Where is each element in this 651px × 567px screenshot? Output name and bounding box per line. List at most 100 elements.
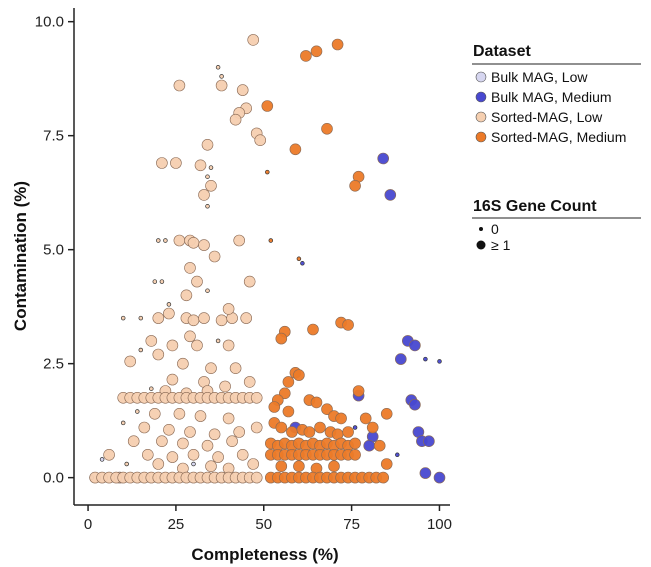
data-point — [321, 123, 333, 135]
data-point — [229, 362, 242, 375]
data-point — [177, 437, 189, 450]
x-tick-label: 100 — [427, 516, 452, 533]
data-point — [250, 391, 263, 404]
data-point — [215, 338, 221, 344]
data-point — [156, 238, 161, 243]
data-point — [359, 412, 372, 425]
y-tick-label: 0.0 — [43, 470, 64, 487]
legend-count-zero-marker — [479, 227, 483, 231]
legend-marker — [475, 91, 487, 103]
data-point — [166, 373, 179, 386]
data-point — [166, 451, 179, 463]
x-tick-label: 25 — [168, 516, 185, 533]
data-point — [208, 250, 221, 263]
data-point — [205, 174, 210, 179]
legend-label: Sorted-MAG, Medium — [491, 129, 626, 145]
data-point — [205, 204, 210, 209]
data-point — [191, 461, 196, 467]
y-ticks: 0.0 2.5 5.0 7.5 10.0 — [35, 14, 74, 487]
x-ticks: 0 25 50 75 100 — [84, 505, 452, 533]
data-point — [159, 279, 165, 284]
data-point — [373, 439, 386, 452]
series-1 — [289, 152, 446, 484]
data-point — [265, 169, 270, 175]
data-point — [180, 289, 193, 302]
data-point — [250, 421, 263, 434]
data-point — [342, 426, 354, 438]
data-point — [243, 376, 256, 388]
data-point — [352, 425, 358, 430]
data-point — [335, 412, 347, 425]
data-point — [215, 314, 228, 327]
data-point — [219, 380, 231, 393]
data-point — [247, 34, 259, 46]
legend-count-zero-label: 0 — [491, 221, 499, 237]
data-point — [120, 420, 126, 426]
data-point — [275, 421, 288, 434]
data-point — [191, 275, 203, 288]
legend-count-title: 16S Gene Count — [473, 198, 597, 215]
data-point — [187, 448, 200, 461]
series-2 — [89, 34, 267, 484]
data-point — [177, 357, 189, 370]
data-point — [219, 74, 224, 79]
data-point — [366, 421, 379, 434]
data-point — [215, 65, 221, 70]
data-point — [173, 79, 186, 92]
data-point — [282, 405, 295, 418]
data-point — [205, 288, 210, 293]
data-point — [138, 315, 144, 321]
data-point — [222, 303, 235, 315]
data-point — [310, 45, 323, 58]
data-point — [384, 189, 397, 201]
data-point — [215, 79, 228, 92]
data-point — [201, 439, 214, 452]
x-tick-label: 0 — [84, 516, 92, 533]
y-tick-label: 10.0 — [35, 14, 64, 31]
data-point — [331, 38, 344, 51]
data-point — [286, 426, 298, 438]
data-point — [275, 460, 288, 473]
data-point — [342, 319, 354, 331]
data-point — [99, 457, 105, 462]
data-point — [152, 348, 165, 361]
data-point — [310, 396, 323, 409]
legend-marker — [475, 131, 487, 143]
data-point — [127, 435, 140, 448]
data-point — [275, 332, 288, 345]
data-point — [201, 139, 214, 151]
data-point — [423, 435, 435, 448]
y-tick-label: 5.0 — [43, 242, 64, 259]
data-point — [222, 412, 235, 425]
data-point — [145, 335, 158, 347]
data-point — [149, 386, 154, 391]
data-point — [236, 84, 249, 96]
data-point — [212, 451, 224, 463]
data-point — [377, 152, 390, 165]
data-point — [198, 239, 210, 251]
data-point — [184, 330, 196, 343]
data-point — [170, 157, 182, 169]
data-point — [433, 471, 446, 484]
x-axis-title: Completeness (%) — [191, 545, 338, 564]
axes: 0 25 50 75 100 0.0 2.5 5.0 7.5 10.0 — [35, 8, 452, 533]
data-point — [198, 312, 210, 324]
data-point — [278, 387, 291, 400]
data-point — [328, 460, 340, 473]
data-point — [349, 437, 361, 450]
data-point — [236, 448, 249, 461]
data-point — [303, 426, 316, 438]
data-point — [247, 458, 259, 470]
data-point — [300, 261, 305, 266]
data-point — [138, 421, 151, 434]
data-point — [268, 238, 274, 243]
legend-count-one-marker — [476, 240, 486, 250]
data-point — [419, 467, 432, 479]
data-point — [352, 385, 365, 397]
x-tick-label: 75 — [343, 516, 360, 533]
data-point — [229, 113, 242, 126]
data-point — [409, 339, 421, 352]
data-point — [187, 314, 200, 327]
data-point — [233, 234, 245, 247]
